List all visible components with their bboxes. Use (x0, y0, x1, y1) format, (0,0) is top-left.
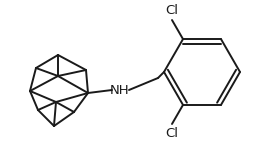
Text: Cl: Cl (166, 4, 179, 17)
Text: NH: NH (110, 84, 130, 97)
Text: Cl: Cl (166, 127, 179, 140)
